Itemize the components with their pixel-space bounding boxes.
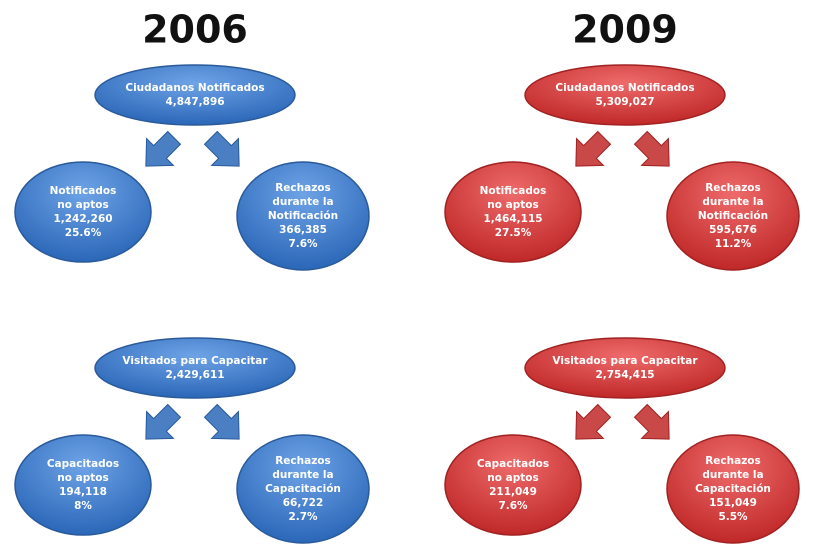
bubble-text: durante la (702, 469, 763, 481)
bubble-text: no aptos (57, 199, 108, 211)
bubble-text: 4,847,896 (165, 96, 224, 108)
bubble (444, 434, 582, 536)
bubble-text: 11.2% (715, 238, 752, 250)
bubble-text: Visitados para Capacitar (122, 355, 268, 367)
arrow (145, 130, 182, 167)
arrow (145, 403, 182, 440)
bubble (14, 161, 152, 263)
arrow (575, 130, 612, 167)
bubble-text: 151,049 (709, 497, 757, 509)
bubble-text: Ciudadanos Notificados (125, 82, 264, 94)
bubble-text: no aptos (487, 472, 538, 484)
bubble-text: 2,429,611 (165, 369, 224, 381)
bubble-text: Rechazos (275, 455, 331, 467)
bubble-text: Capacitación (695, 483, 771, 495)
bubble-text: 2.7% (288, 511, 318, 523)
bubble-text: 5,309,027 (595, 96, 654, 108)
bubble-text: Notificación (268, 210, 338, 222)
bubble-text: 2,754,415 (595, 369, 654, 381)
year-title: 2009 (572, 8, 678, 52)
bubble-text: Capacitados (477, 458, 549, 470)
bubble-text: 5.5% (718, 511, 748, 523)
arrow (633, 130, 670, 167)
bubble-text: 1,242,260 (53, 213, 112, 225)
bubble-text: 366,385 (279, 224, 327, 236)
bubble-text: 7.6% (498, 500, 528, 512)
bubble (666, 434, 800, 544)
bubble-text: Notificados (50, 185, 117, 197)
bubble (94, 337, 296, 399)
bubble-text: 1,464,115 (483, 213, 542, 225)
bubble-text: durante la (702, 196, 763, 208)
bubble (524, 64, 726, 126)
bubble-text: 595,676 (709, 224, 757, 236)
bubble-text: 194,118 (59, 486, 107, 498)
arrow (575, 403, 612, 440)
bubble-text: Capacitación (265, 483, 341, 495)
arrow (633, 403, 670, 440)
bubble-text: durante la (272, 196, 333, 208)
bubble-text: Rechazos (275, 182, 331, 194)
bubble-text: Visitados para Capacitar (552, 355, 698, 367)
bubble (444, 161, 582, 263)
bubble (666, 161, 800, 271)
bubble-text: 66,722 (283, 497, 324, 509)
bubble-text: Rechazos (705, 455, 761, 467)
bubble-text: 8% (74, 500, 92, 512)
bubble-text: Rechazos (705, 182, 761, 194)
bubble-text: Notificación (698, 210, 768, 222)
bubble-text: 7.6% (288, 238, 318, 250)
bubble-text: Ciudadanos Notificados (555, 82, 694, 94)
bubble (236, 161, 370, 271)
bubble-text: no aptos (487, 199, 538, 211)
bubble-text: durante la (272, 469, 333, 481)
bubble-text: 211,049 (489, 486, 537, 498)
bubble (236, 434, 370, 544)
year-title: 2006 (142, 8, 248, 52)
arrow (203, 130, 240, 167)
arrow (203, 403, 240, 440)
bubble-text: Notificados (480, 185, 547, 197)
bubble-text: no aptos (57, 472, 108, 484)
bubble-text: Capacitados (47, 458, 119, 470)
bubble-text: 25.6% (65, 227, 102, 239)
bubble-text: 27.5% (495, 227, 532, 239)
bubble (94, 64, 296, 126)
bubble (14, 434, 152, 536)
bubble (524, 337, 726, 399)
